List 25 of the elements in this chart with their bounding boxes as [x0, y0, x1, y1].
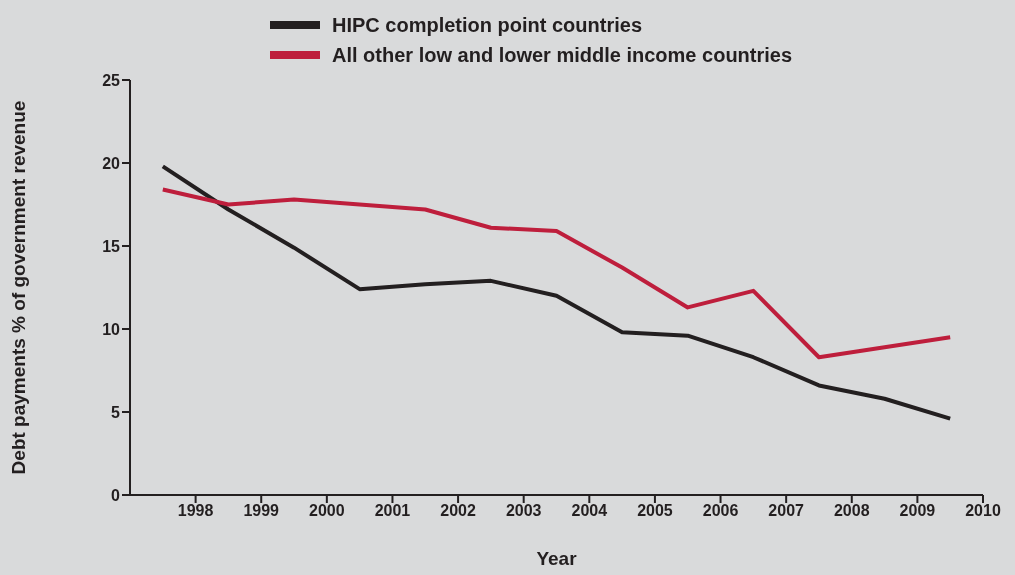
x-tick-label: 2004 [571, 502, 608, 520]
x-tick-label: 2006 [702, 502, 739, 520]
legend-label: HIPC completion point countries [332, 13, 643, 38]
x-tick-label: 2002 [440, 502, 476, 520]
x-tick-label: 2008 [833, 502, 870, 520]
x-tick-label: 1998 [177, 502, 214, 520]
y-tick-label: 20 [102, 154, 121, 172]
x-tick-label: 2000 [309, 502, 345, 520]
x-tick-label: 2007 [768, 502, 805, 520]
x-tick-label: 2009 [899, 502, 936, 520]
y-tick-label: 25 [102, 71, 121, 89]
y-tick-label: 0 [111, 486, 121, 504]
x-tick-label: 2003 [505, 502, 542, 520]
y-axis-title: Debt payments % of government revenue [7, 100, 29, 475]
line-series [160, 164, 953, 421]
y-tick-label: 10 [102, 320, 121, 338]
y-tick-label: 5 [111, 403, 121, 421]
x-tick-label: 1999 [243, 502, 280, 520]
x-tick-label: 2005 [637, 502, 673, 520]
x-tick-label: 2010 [965, 502, 1001, 520]
x-tick-label: 2001 [374, 502, 411, 520]
y-tick-label: 15 [102, 237, 121, 255]
legend-label: All other low and lower middle income countries [332, 43, 793, 68]
x-axis-title: Year [536, 548, 578, 569]
line-series [160, 187, 953, 360]
